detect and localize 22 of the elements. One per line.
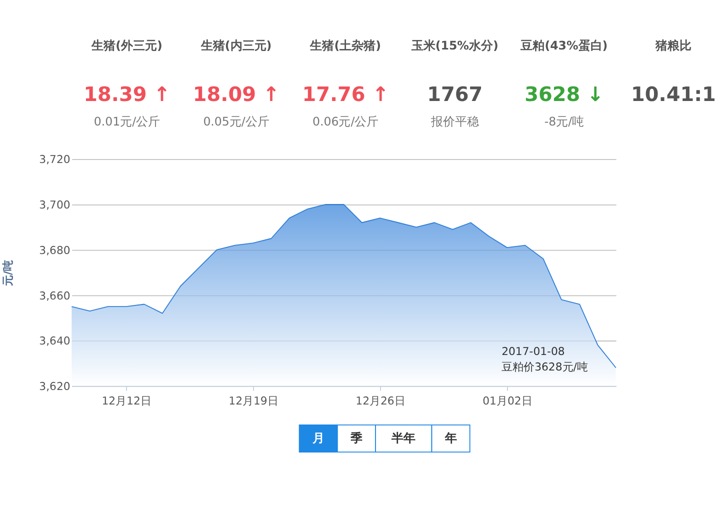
y-tick-label: 3,660 xyxy=(39,289,70,302)
text: 豆粕(43%蛋白) 3628 ↓ -8元/吨 xyxy=(520,38,608,129)
y-tick-label: 3,620 xyxy=(39,380,70,393)
annotation: 2017-01-08 豆粕价3628元/吨 xyxy=(502,345,588,374)
x-tick-label: 12月19日 xyxy=(228,394,278,408)
text: 玉米(15%水分) 1767 报价平稳 xyxy=(411,38,498,129)
x-tick-label: 12月12日 xyxy=(102,394,152,408)
y-tick-label: 3,720 xyxy=(39,153,70,166)
y-tick-label: 3,680 xyxy=(39,244,70,257)
y-axis-title: 元/吨 xyxy=(1,260,14,287)
text: 生猪(土杂猪) 17.76 ↑ 0.06元/公斤 xyxy=(302,38,389,129)
text: 生猪(内三元) 18.09 ↑ 0.05元/公斤 xyxy=(192,38,280,129)
text: 猪粮比 10.41:1 xyxy=(631,38,716,106)
y-tick-label: 3,640 xyxy=(39,334,70,348)
text: 生猪(外三元) 18.39 ↑ 0.01元/公斤 xyxy=(84,38,170,129)
text: 年 xyxy=(444,431,457,446)
x-tick-label: 01月02日 xyxy=(482,394,532,408)
y-tick-label: 3,700 xyxy=(39,198,70,212)
x-tick-label: 12月26日 xyxy=(356,394,406,408)
text: 季 xyxy=(349,431,362,446)
text: 半年 xyxy=(390,431,416,446)
text: 月 xyxy=(311,431,324,446)
